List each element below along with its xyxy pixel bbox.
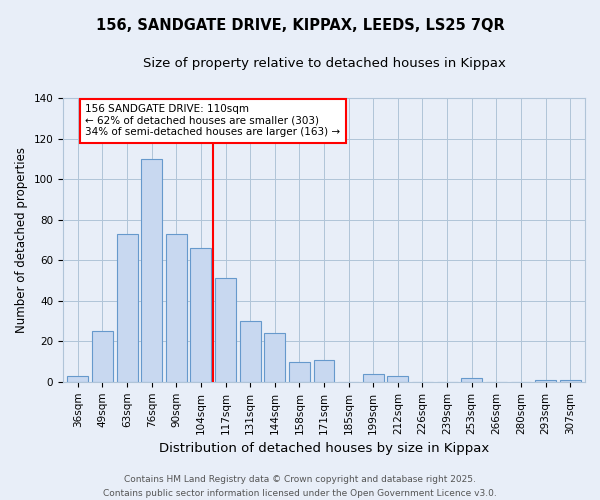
Bar bbox=[215, 278, 236, 382]
X-axis label: Distribution of detached houses by size in Kippax: Distribution of detached houses by size … bbox=[159, 442, 489, 455]
Bar bbox=[535, 380, 556, 382]
Text: Contains HM Land Registry data © Crown copyright and database right 2025.
Contai: Contains HM Land Registry data © Crown c… bbox=[103, 476, 497, 498]
Bar bbox=[314, 360, 334, 382]
Y-axis label: Number of detached properties: Number of detached properties bbox=[15, 147, 28, 333]
Bar bbox=[166, 234, 187, 382]
Bar bbox=[265, 333, 285, 382]
Bar bbox=[461, 378, 482, 382]
Bar bbox=[388, 376, 409, 382]
Bar bbox=[67, 376, 88, 382]
Bar bbox=[239, 321, 260, 382]
Bar bbox=[116, 234, 137, 382]
Bar bbox=[190, 248, 211, 382]
Bar bbox=[289, 362, 310, 382]
Text: 156, SANDGATE DRIVE, KIPPAX, LEEDS, LS25 7QR: 156, SANDGATE DRIVE, KIPPAX, LEEDS, LS25… bbox=[95, 18, 505, 32]
Bar bbox=[363, 374, 384, 382]
Bar bbox=[141, 159, 162, 382]
Bar bbox=[560, 380, 581, 382]
Bar bbox=[92, 331, 113, 382]
Text: 156 SANDGATE DRIVE: 110sqm
← 62% of detached houses are smaller (303)
34% of sem: 156 SANDGATE DRIVE: 110sqm ← 62% of deta… bbox=[85, 104, 340, 138]
Title: Size of property relative to detached houses in Kippax: Size of property relative to detached ho… bbox=[143, 58, 505, 70]
